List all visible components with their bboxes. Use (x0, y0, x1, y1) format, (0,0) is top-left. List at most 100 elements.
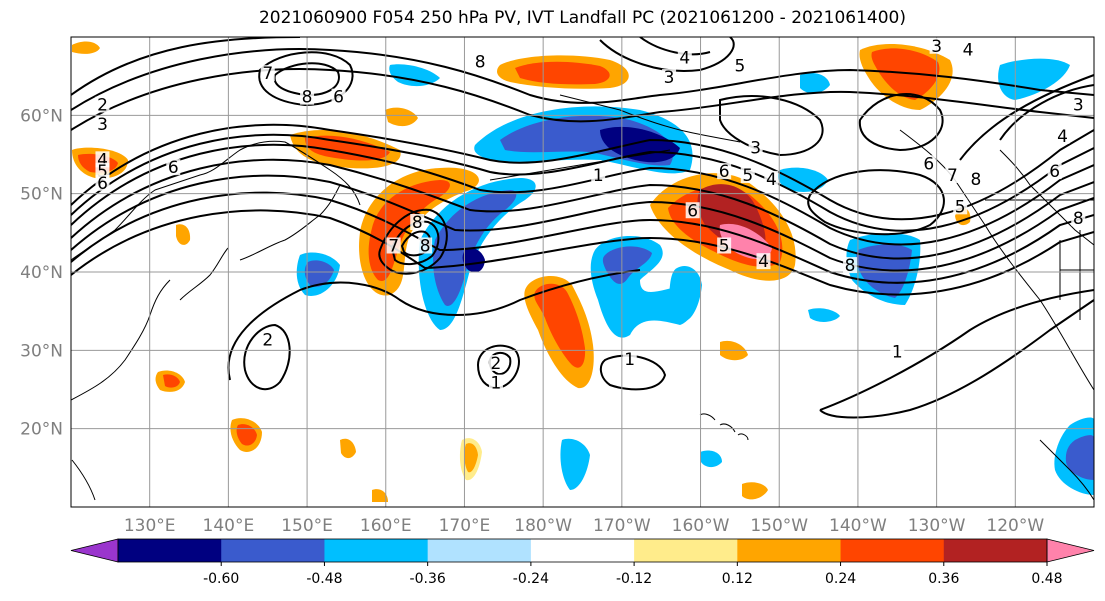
contour-line (819, 299, 1094, 419)
contour-label: 2 (97, 96, 108, 116)
contour-label-bg (717, 237, 732, 254)
contour-line (639, 37, 711, 56)
contour-label: 6 (687, 201, 698, 221)
contour-line (71, 158, 1094, 260)
contour-line (273, 62, 340, 97)
contour-label-bg (386, 237, 401, 254)
shade-small-23 (340, 438, 356, 459)
shade-small-14 (236, 424, 257, 446)
contour-label-bg (890, 343, 905, 360)
contour-label-bg (732, 57, 747, 74)
contour-label-bg (748, 139, 763, 156)
shade-small-6 (304, 260, 334, 287)
contour-line (858, 93, 944, 152)
contour-label-bg (166, 159, 181, 176)
contour-line (599, 354, 667, 391)
shade-small-16 (163, 374, 180, 388)
contour-label-bg (300, 88, 315, 105)
contour-label: 6 (719, 162, 730, 182)
contour-label-bg (1047, 163, 1062, 180)
contour-label: 5 (742, 166, 753, 186)
contour-label-bg (764, 170, 779, 187)
shade-small-28 (176, 224, 191, 245)
contour-line (476, 344, 520, 390)
contour-label: 1 (892, 342, 903, 362)
contour-label-bg (945, 167, 960, 183)
shade-small-12 (1065, 435, 1094, 480)
shade-small-3 (72, 41, 100, 54)
coast-canada (999, 149, 1094, 246)
coast-asia (71, 140, 361, 261)
contour-label: 8 (845, 256, 856, 276)
colorbar-tick-label: -0.48 (306, 571, 342, 587)
contour-label: 1 (593, 166, 604, 186)
colorbar-segment (737, 539, 842, 562)
contour-label: 7 (388, 237, 399, 257)
contour-label: 3 (97, 115, 108, 135)
contour-label-bg (473, 53, 488, 70)
colorbar-segment (118, 539, 222, 562)
lon-label: 120°W (986, 516, 1044, 536)
contour-label-bg (1071, 96, 1086, 113)
colorbar-tick-label: 0.48 (1031, 571, 1062, 587)
colorbar-segment (634, 539, 738, 562)
contour-label-bg (662, 69, 677, 86)
coast-aleutians (489, 149, 671, 181)
shade-small-19 (700, 450, 722, 468)
colorbar-tick-label: 0.36 (928, 571, 959, 587)
contour-label-bg (418, 237, 433, 254)
contour-line (71, 48, 1094, 111)
coast-hawaii (699, 413, 749, 441)
contour-label-bg (685, 202, 700, 219)
contour-label: 8 (302, 88, 313, 108)
colorbar-frame (117, 538, 1048, 563)
contour-label: 2 (262, 331, 273, 351)
contour-label: 8 (412, 213, 423, 233)
contour-label-bg (968, 170, 983, 187)
contour-line (258, 51, 354, 107)
contour-label-bg (488, 355, 503, 371)
contour-label: 3 (664, 68, 675, 88)
contour-label: 5 (719, 237, 730, 257)
colorbar-segment (427, 539, 532, 562)
contour-label: 4 (766, 170, 777, 190)
contour-line (959, 74, 1094, 161)
colorbar-tick-label: -0.24 (513, 571, 549, 587)
shade-small-25 (560, 438, 590, 490)
lat-label: 60°N (20, 106, 63, 126)
contour-label: 4 (963, 41, 974, 61)
shade-small-26 (808, 308, 840, 322)
contour-line (71, 209, 1094, 296)
contour-label-bg (95, 96, 110, 113)
colorbar-tick-label: -0.60 (203, 571, 239, 587)
contour-label: 8 (475, 52, 486, 72)
shade-central-negative-3 (462, 248, 485, 273)
contour-line (227, 269, 641, 381)
contour-label-bg (260, 65, 275, 82)
shade-small-24 (372, 489, 388, 502)
contour-label: 7 (947, 166, 958, 186)
shade-central-positive-2 (534, 283, 586, 368)
contour-line (390, 220, 440, 266)
contour-label-bg (953, 198, 968, 215)
lat-label: 40°N (20, 263, 63, 283)
coast-philippines (71, 459, 96, 501)
contour-label: 4 (1057, 127, 1068, 147)
contour-label-bg (331, 88, 346, 105)
shade-small-8 (800, 72, 830, 94)
lon-label: 150°W (750, 516, 808, 536)
shade-small-22 (464, 443, 478, 473)
lon-label: 170°W (593, 516, 651, 536)
contour-label-bg (929, 37, 944, 54)
coast-nwa (899, 129, 1094, 391)
contour-label: 4 (758, 252, 769, 272)
contour-label-bg (488, 374, 503, 391)
coast-korea (179, 247, 229, 301)
contour-label: 3 (931, 37, 942, 57)
coast-mexico (1039, 439, 1094, 501)
contour-line (71, 133, 1094, 232)
contour-label: 4 (97, 150, 108, 170)
contour-label-bg (410, 214, 425, 230)
lat-label: 20°N (20, 420, 63, 440)
contour-label-bg (677, 49, 692, 66)
